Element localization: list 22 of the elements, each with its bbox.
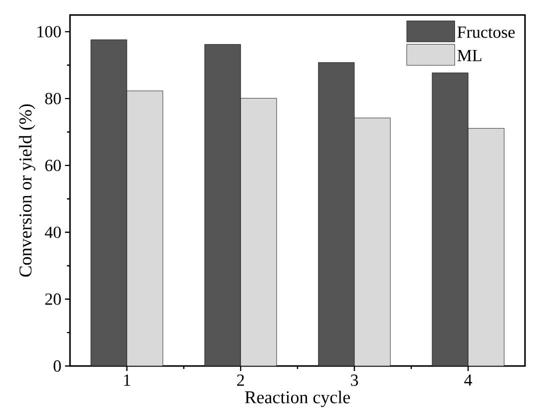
x-tick-label: 4 (464, 374, 472, 386)
x-axis-title: Reaction cycle (244, 390, 350, 408)
y-tick-label: 60 (45, 160, 61, 172)
x-tick-label: 1 (124, 374, 130, 386)
x-tick-label: 3 (350, 374, 358, 386)
bar (204, 44, 241, 366)
y-axis-title: Conversion or yield (%) (18, 104, 36, 277)
bar (126, 90, 164, 366)
bar (240, 98, 277, 366)
bar (432, 72, 468, 366)
bar (318, 62, 355, 366)
bar (354, 118, 391, 366)
bar (90, 40, 128, 366)
x-tick-label: 2 (237, 374, 244, 386)
legend-label: ML (457, 50, 482, 62)
y-tick-label: 100 (38, 26, 61, 38)
legend-label: Fructose (457, 26, 515, 38)
y-tick-label: 20 (45, 293, 61, 305)
y-tick-label: 0 (54, 360, 61, 372)
y-tick-label: 40 (44, 226, 61, 238)
y-tick-label: 80 (45, 92, 61, 104)
bar (468, 128, 504, 366)
